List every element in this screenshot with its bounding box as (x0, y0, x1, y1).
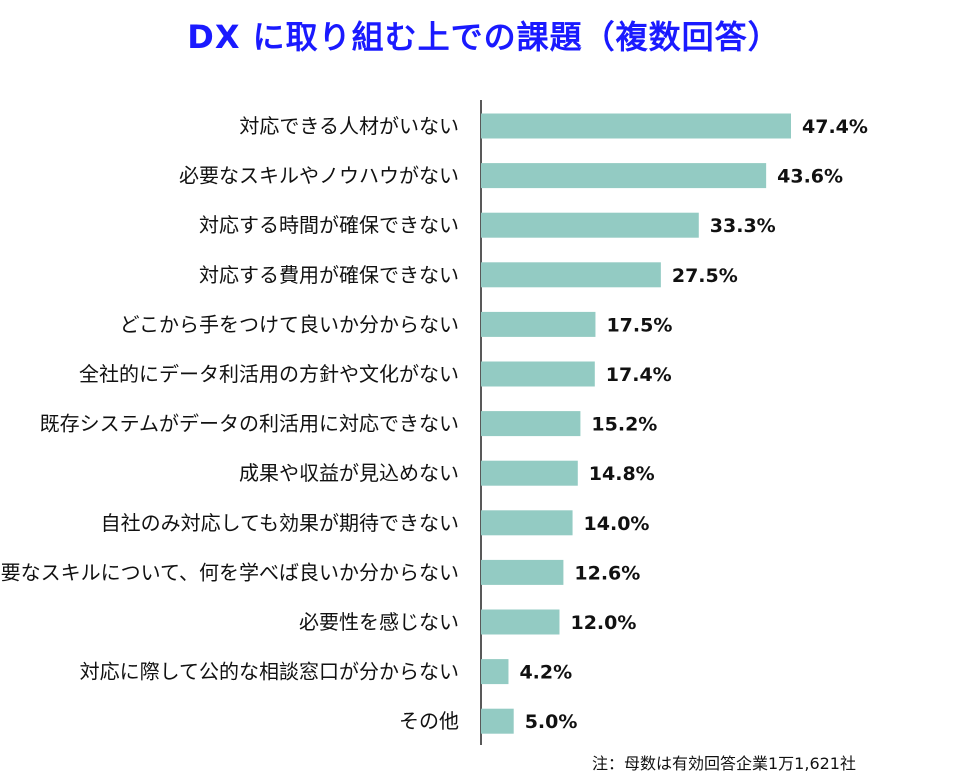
bar (481, 460, 578, 486)
value-label: 17.5% (606, 314, 672, 336)
category-label: 対応する費用が確保できない (199, 263, 459, 287)
bar (481, 559, 564, 585)
bar (481, 212, 699, 238)
category-label: その他 (399, 709, 459, 733)
value-label: 47.4% (802, 116, 868, 138)
bar (481, 411, 581, 437)
bar (481, 262, 661, 288)
category-label: 対応する時間が確保できない (199, 213, 459, 237)
bar (481, 708, 514, 734)
bar (481, 609, 560, 635)
category-label: 自社のみ対応しても効果が期待できない (101, 511, 459, 535)
value-label: 14.8% (589, 463, 655, 485)
value-label: 14.0% (584, 513, 650, 535)
bar (481, 113, 791, 139)
chart-title: DX に取り組む上での課題（複数回答） (187, 18, 781, 56)
value-label: 17.4% (606, 364, 672, 386)
value-label: 43.6% (777, 166, 843, 188)
value-label: 5.0% (525, 711, 578, 733)
category-label: 全社的にデータ利活用の方針や文化がない (79, 362, 459, 386)
bar (481, 361, 595, 387)
category-label: 既存システムがデータの利活用に対応できない (40, 412, 459, 436)
value-label: 27.5% (672, 265, 738, 287)
category-label: 対応できる人材がいない (239, 114, 459, 138)
value-label: 12.0% (570, 612, 636, 634)
value-label: 33.3% (710, 215, 776, 237)
value-label: 4.2% (519, 662, 572, 684)
bar (481, 311, 596, 337)
bar (481, 163, 767, 189)
footnote: 注：母数は有効回答企業1万1,621社 (592, 754, 856, 773)
bar (481, 659, 509, 685)
category-label: 必要なスキルやノウハウがない (179, 164, 459, 188)
category-label: 対応に際して公的な相談窓口が分からない (80, 660, 459, 684)
bars-group (481, 113, 791, 734)
category-labels-group: 対応できる人材がいない必要なスキルやノウハウがない対応する時間が確保できない対応… (0, 114, 459, 733)
bar (481, 510, 573, 536)
value-labels-group: 47.4% 43.6% 33.3% 27.5% 17.5% 17.4% 15.2% 14.8%… (519, 116, 867, 733)
category-label: 成果や収益が見込めない (239, 461, 459, 485)
value-label: 15.2% (591, 414, 657, 436)
category-label: 必要性を感じない (299, 610, 459, 634)
category-label: 必要なスキルについて、何を学べば良いか分からない (0, 560, 459, 584)
value-label: 12.6% (574, 562, 640, 584)
category-label: どこから手をつけて良いか分からない (120, 312, 459, 336)
